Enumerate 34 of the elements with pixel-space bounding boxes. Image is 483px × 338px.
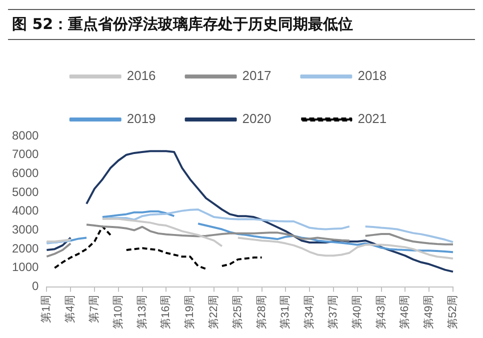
x-tick-label: 第34周 (304, 294, 316, 330)
x-tick-label: 第49周 (423, 294, 436, 330)
x-tick-label: 第40周 (351, 294, 364, 330)
y-tick-label: 4000 (12, 204, 40, 218)
x-tick-label: 第43周 (375, 294, 388, 330)
y-tick-label: 8000 (12, 128, 40, 142)
legend-label: 2019 (126, 111, 156, 126)
legend-label: 2017 (242, 68, 272, 84)
y-tick-label: 6000 (12, 166, 40, 180)
x-tick-label: 第22周 (208, 294, 220, 330)
x-tick-label: 第10周 (112, 294, 124, 330)
x-tick-label: 第46周 (399, 294, 412, 330)
x-tick-label: 第7周 (88, 294, 101, 323)
x-tick-label: 第4周 (64, 294, 77, 323)
y-tick-label: 3000 (12, 222, 40, 237)
x-tick-label: 第28周 (256, 294, 268, 330)
x-tick-label: 第25周 (232, 294, 244, 330)
y-tick-label: 1000 (12, 260, 40, 274)
legend-label: 2020 (242, 111, 272, 126)
x-tick-label: 第16周 (160, 294, 172, 330)
x-tick-label: 第13周 (136, 294, 148, 330)
y-tick-label: 0 (32, 279, 40, 294)
y-tick-label: 7000 (12, 147, 40, 162)
x-tick-label: 第19周 (184, 294, 196, 330)
x-tick-label: 第37周 (328, 294, 340, 330)
x-tick-label: 第1周 (40, 294, 53, 323)
legend-label: 2016 (126, 68, 156, 84)
y-tick-label: 5000 (12, 184, 40, 199)
legend-label: 2021 (358, 111, 387, 126)
y-tick-label: 2000 (12, 241, 40, 256)
x-tick-label: 第31周 (280, 294, 292, 330)
chart-title: 图 52：重点省份浮法玻璃库存处于历史同期最低位 (8, 9, 475, 40)
legend-label: 2018 (358, 68, 387, 84)
x-tick-label: 第52周 (447, 294, 460, 330)
